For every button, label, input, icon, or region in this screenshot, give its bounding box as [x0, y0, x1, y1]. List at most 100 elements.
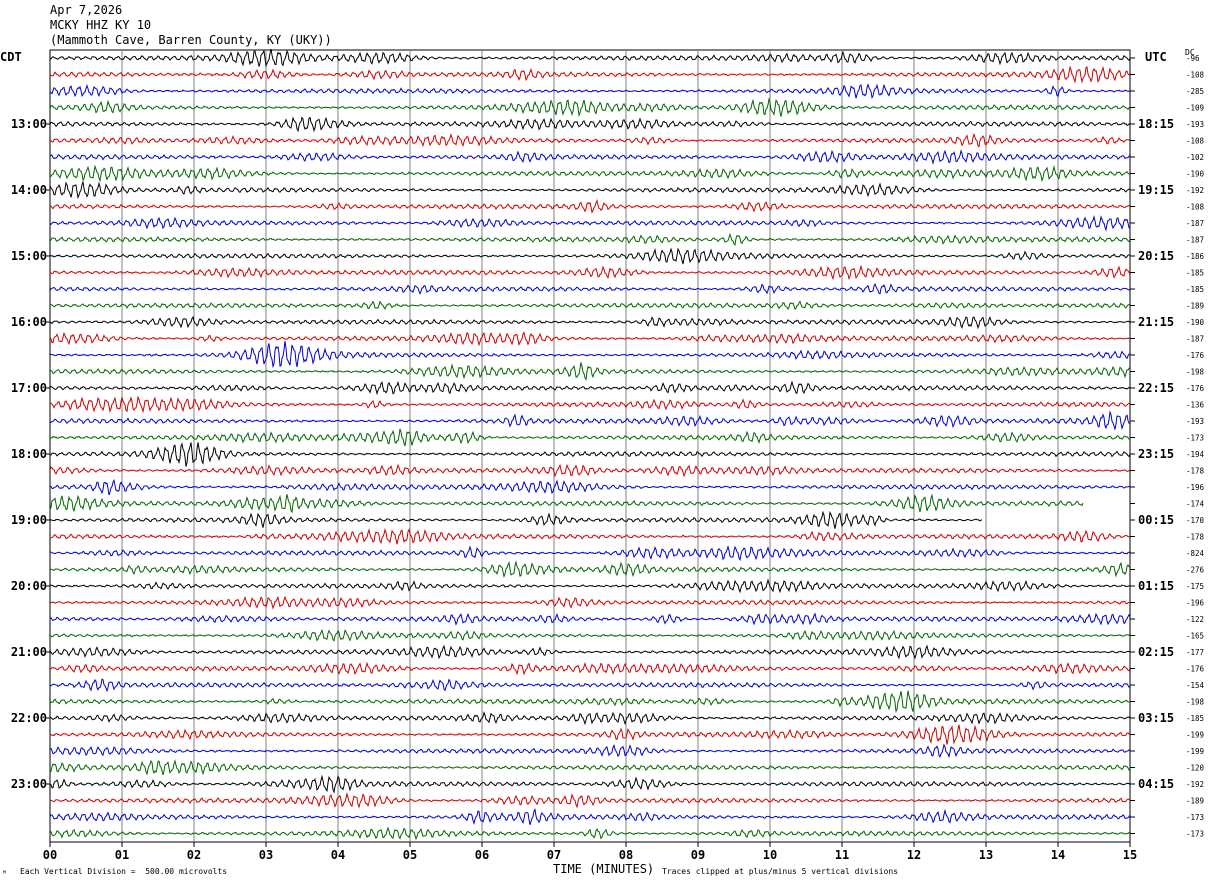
dc-offset-label: -173: [1186, 434, 1204, 443]
dc-offset-label: -276: [1186, 566, 1205, 575]
dc-offset-label: -165: [1186, 632, 1204, 641]
trace-line: [49, 528, 1131, 545]
left-hour-label: 19:00: [11, 513, 47, 527]
trace-line: [49, 315, 1131, 330]
trace-line: [49, 612, 1131, 626]
trace-line: [49, 428, 1131, 447]
dc-label: DC: [1185, 48, 1195, 57]
right-hour-label: 00:15: [1138, 513, 1174, 527]
dc-offset-label: -187: [1186, 236, 1204, 245]
x-tick-label: 06: [475, 848, 489, 862]
trace-line: [49, 478, 1131, 496]
x-axis-label: TIME (MINUTES): [553, 862, 655, 876]
dc-offset-label: -120: [1186, 764, 1205, 773]
dc-offset-label: -108: [1186, 203, 1205, 212]
left-hour-label: 16:00: [11, 315, 47, 329]
dc-offset-label: -199: [1186, 731, 1204, 740]
right-hour-label: 04:15: [1138, 777, 1174, 791]
trace-line: [49, 116, 1131, 133]
dc-offset-label: -185: [1186, 285, 1204, 294]
trace-line: [49, 395, 1131, 414]
trace-line: [49, 690, 1131, 714]
dc-offset-label: -109: [1186, 104, 1204, 113]
trace-line: [49, 149, 1131, 165]
trace-line: [49, 510, 983, 529]
right-timezone-label: UTC: [1145, 50, 1167, 64]
right-hour-label: 23:15: [1138, 447, 1174, 461]
trace-line: [49, 808, 1131, 825]
dc-offset-label: -192: [1186, 186, 1204, 195]
dc-offset-label: -194: [1186, 450, 1205, 459]
x-tick-label: 01: [115, 848, 129, 862]
trace-line: [49, 711, 1131, 726]
dc-offset-label: -187: [1186, 335, 1204, 344]
trace-line: [49, 826, 1131, 841]
trace-line: [49, 380, 1131, 396]
trace-line: [49, 264, 1131, 281]
trace-line: [49, 678, 1131, 693]
dc-offset-label: -187: [1186, 219, 1204, 228]
trace-line: [49, 544, 1131, 562]
trace-line: [49, 410, 1131, 431]
dc-offset-label: -190: [1186, 318, 1205, 327]
trace-line: [49, 463, 1131, 478]
trace-line: [49, 493, 1084, 514]
trace-line: [49, 164, 1131, 183]
dc-offset-label: -108: [1186, 71, 1205, 80]
trace-line: [49, 595, 1131, 610]
scale-note: Each Vertical Division = 500.00 microvol…: [20, 867, 228, 876]
trace-line: [49, 759, 1131, 776]
dc-offset-label: -173: [1186, 813, 1204, 822]
right-hour-label: 03:15: [1138, 711, 1174, 725]
x-tick-label: 11: [835, 848, 849, 862]
dc-offset-label: -824: [1186, 549, 1205, 558]
right-hour-label: 21:15: [1138, 315, 1174, 329]
dc-offset-label: -199: [1186, 747, 1204, 756]
dc-offset-label: -173: [1186, 830, 1204, 839]
dc-offset-label: -108: [1186, 137, 1205, 146]
trace-line: [49, 199, 1131, 214]
right-hour-label: 01:15: [1138, 579, 1174, 593]
x-tick-label: 03: [259, 848, 273, 862]
left-timezone-label: CDT: [0, 50, 22, 64]
trace-line: [49, 644, 1131, 660]
trace-line: [49, 724, 1131, 745]
x-tick-label: 02: [187, 848, 201, 862]
dc-offset-label: -285: [1186, 87, 1204, 96]
trace-line: [49, 331, 1131, 347]
trace-line: [49, 132, 1131, 148]
trace-line: [49, 560, 1131, 579]
trace-line: [49, 83, 1131, 99]
right-hour-label: 22:15: [1138, 381, 1174, 395]
dc-offset-label: -185: [1186, 714, 1204, 723]
x-tick-label: 09: [691, 848, 705, 862]
dc-offset-label: -96: [1186, 54, 1200, 63]
trace-line: [49, 232, 1131, 246]
dc-offset-label: -178: [1186, 533, 1205, 542]
trace-line: [49, 247, 1131, 265]
dc-offset-label: -185: [1186, 269, 1204, 278]
x-tick-label: 15: [1123, 848, 1137, 862]
trace-line: [49, 578, 1131, 594]
x-tick-label: 10: [763, 848, 777, 862]
left-hour-label: 13:00: [11, 117, 47, 131]
corner-mark: ᴹ: [2, 869, 7, 878]
trace-line: [49, 792, 1131, 809]
dc-offset-label: -177: [1186, 648, 1204, 657]
x-tick-label: 00: [43, 848, 57, 862]
trace-line: [49, 661, 1131, 676]
header-station: MCKY HHZ KY 10: [50, 18, 152, 32]
dc-offset-label: -122: [1186, 615, 1204, 624]
dc-offset-label: -178: [1186, 467, 1205, 476]
x-tick-label: 07: [547, 848, 561, 862]
trace-line: [49, 362, 1131, 381]
dc-offset-label: -196: [1186, 483, 1205, 492]
dc-offset-label: -193: [1186, 120, 1204, 129]
trace-line: [49, 65, 1131, 84]
left-hour-label: 17:00: [11, 381, 47, 395]
trace-line: [49, 442, 1131, 467]
left-hour-label: 15:00: [11, 249, 47, 263]
dc-offset-label: -174: [1186, 500, 1205, 509]
plot-frame: [49, 49, 1131, 843]
left-hour-label: 22:00: [11, 711, 47, 725]
